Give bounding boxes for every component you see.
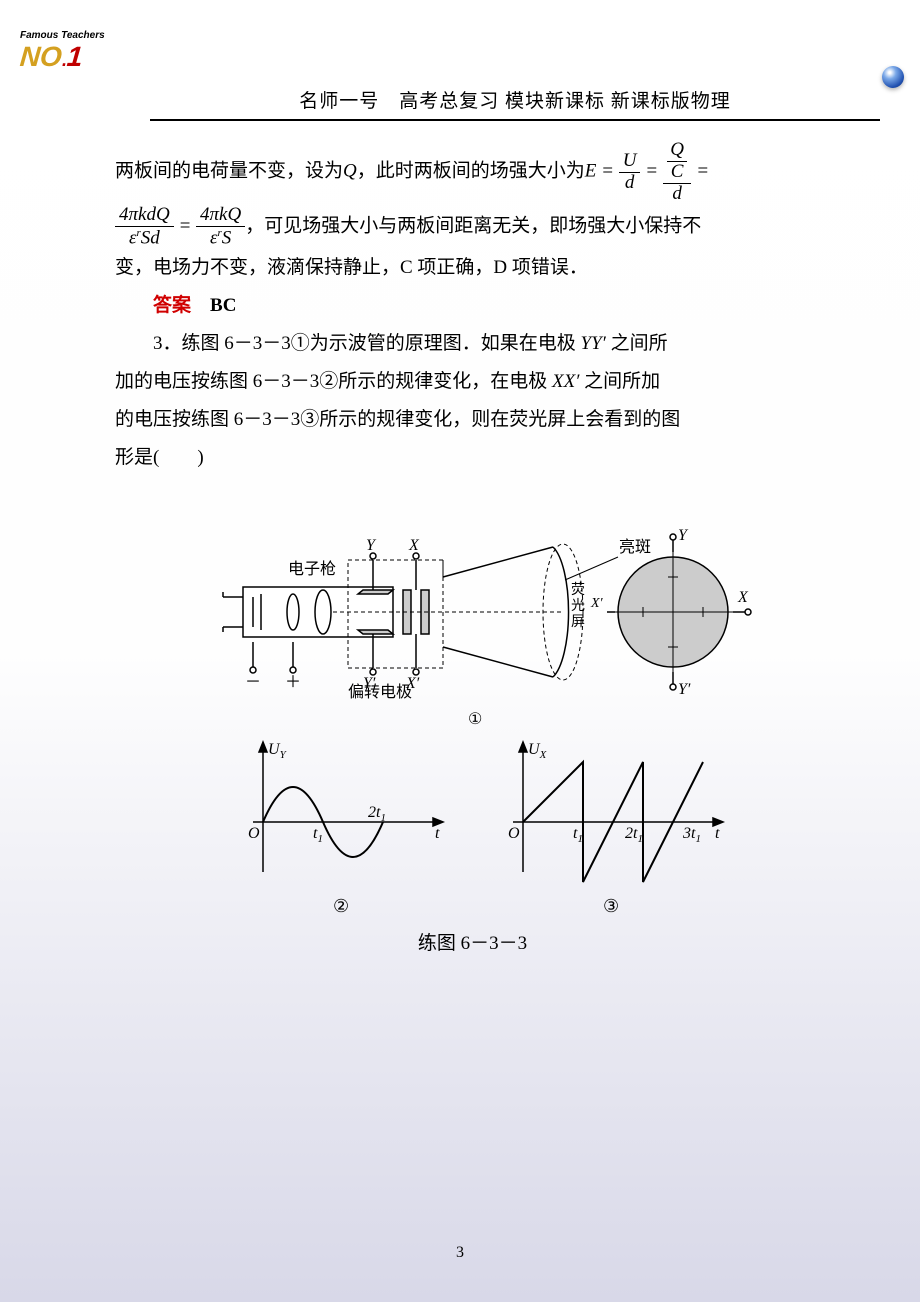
answer-label: 答案: [153, 295, 191, 316]
question-3b: 加的电压按练图 6－3－3②所示的规律变化，在电极 XX′ 之间所加: [115, 363, 830, 401]
svg-text:屏: 屏: [571, 615, 585, 630]
svg-text:－: －: [245, 674, 261, 691]
svg-text:Y′: Y′: [363, 675, 376, 692]
answer-value: BC: [210, 295, 236, 316]
waveform-svg: UY O t1 2t1 t ② UX O t1 2t1: [213, 732, 733, 917]
page-header: 名师一号 高考总复习 模块新课标 新课标版物理: [150, 86, 880, 121]
svg-text:＋: ＋: [285, 674, 301, 691]
svg-text:X′: X′: [405, 675, 420, 692]
svg-text:光: 光: [571, 598, 585, 614]
svg-text:亮斑: 亮斑: [619, 538, 651, 556]
question-3a: 3．练图 6－3－3①为示波管的原理图．如果在电极 YY′ 之间所: [115, 325, 830, 363]
answer-line: 答案 BC: [115, 287, 830, 325]
svg-text:3t1: 3t1: [682, 825, 701, 845]
svg-text:2t1: 2t1: [368, 804, 386, 824]
svg-text:t1: t1: [573, 825, 583, 845]
paragraph-1c: 变，电场力不变，液滴保持静止，C 项正确，D 项错误．: [115, 249, 830, 287]
figure-caption: 练图 6－3－3: [115, 925, 830, 963]
svg-text:O: O: [508, 825, 520, 842]
svg-text:X′: X′: [590, 596, 604, 611]
logo: Famous Teachers NO.1: [20, 30, 140, 73]
fraction-right: 4πkQεrS: [196, 205, 245, 249]
svg-text:X: X: [408, 537, 420, 554]
svg-text:X: X: [737, 589, 749, 606]
paragraph-1b: 4πkdQεrSd = 4πkQεrS，可见场强大小与两板间距离无关，即场强大小…: [115, 205, 830, 249]
svg-text:Y: Y: [678, 527, 689, 544]
oscilloscope-svg: 电子枪 偏转电极 亮斑 荧 光 屏 Y Y′ X X′ X′ Y Y′ X － …: [193, 502, 753, 732]
svg-text:t1: t1: [313, 825, 323, 845]
content-body: 两板间的电荷量不变，设为Q，此时两板间的场强大小为E = Ud = QCd = …: [115, 140, 830, 963]
svg-text:UY: UY: [268, 741, 288, 761]
svg-text:Y′: Y′: [678, 681, 691, 698]
svg-text:电子枪: 电子枪: [288, 560, 336, 578]
svg-text:O: O: [248, 825, 260, 842]
paragraph-1: 两板间的电荷量不变，设为Q，此时两板间的场强大小为E = Ud = QCd =: [115, 140, 830, 205]
svg-text:t: t: [435, 825, 440, 842]
fraction-U-d: Ud: [619, 151, 641, 194]
svg-text:偏转电极: 偏转电极: [348, 683, 412, 701]
svg-text:Y: Y: [366, 537, 377, 554]
svg-text:UX: UX: [528, 741, 548, 761]
svg-text:②: ②: [333, 896, 349, 916]
diagram-oscilloscope: 电子枪 偏转电极 亮斑 荧 光 屏 Y Y′ X X′ X′ Y Y′ X － …: [115, 502, 830, 963]
svg-text:t: t: [715, 825, 720, 842]
logo-tagline: Famous Teachers: [20, 30, 140, 41]
svg-text:③: ③: [603, 896, 619, 916]
svg-text:2t1: 2t1: [625, 825, 643, 845]
fraction-left: 4πkdQεrSd: [115, 205, 174, 249]
svg-text:荧: 荧: [571, 581, 585, 598]
question-3d: 形是( ): [115, 439, 830, 477]
question-3c: 的电压按练图 6－3－3③所示的规律变化，则在荧光屏上会看到的图: [115, 401, 830, 439]
fraction-QC-d: QCd: [663, 140, 692, 205]
svg-text:①: ①: [468, 711, 482, 728]
logo-no1: NO.1: [20, 41, 140, 73]
page-number: 3: [0, 1244, 920, 1262]
decorative-orb: [882, 66, 904, 88]
